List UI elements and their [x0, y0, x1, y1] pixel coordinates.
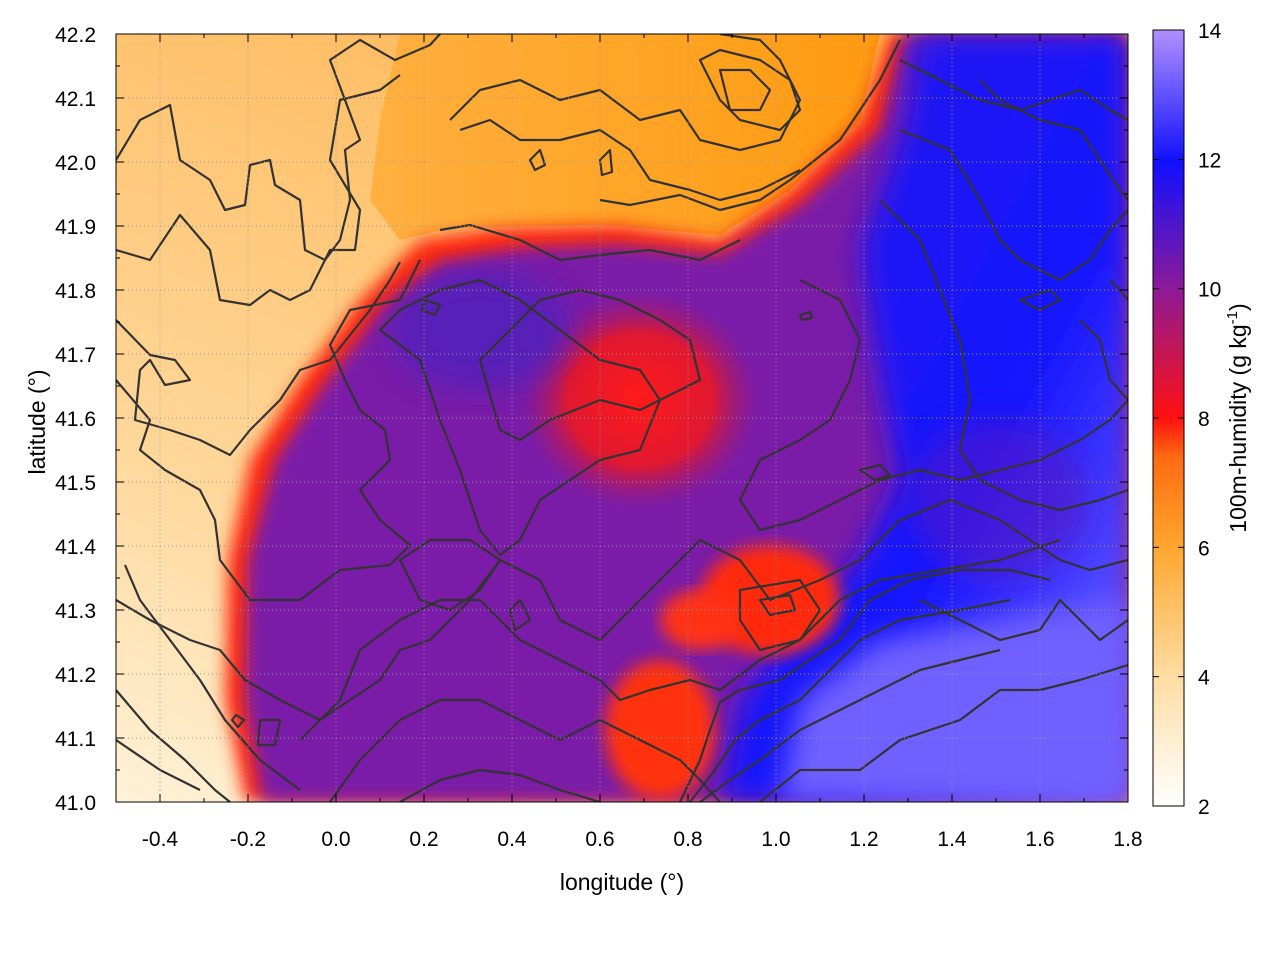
y-tick-label: 41.4 — [55, 536, 96, 559]
x-tick-label: 0.0 — [321, 828, 350, 851]
x-tick-label: -0.4 — [142, 828, 179, 851]
contour-lines — [116, 34, 1128, 802]
x-tick-label: 1.2 — [849, 828, 878, 851]
colorbar-label-base: 100m-humidity (g kg — [1225, 324, 1251, 532]
y-tick-label: 41.0 — [55, 792, 96, 815]
colorbar-tick-label: 10 — [1198, 279, 1221, 302]
y-tick-label: 41.1 — [55, 728, 96, 751]
x-tick-label: 1.4 — [937, 828, 967, 851]
y-tick-label: 41.5 — [55, 472, 96, 495]
colorbar-label-sup: -1 — [1224, 311, 1241, 324]
colorbar-label-close: ) — [1225, 303, 1251, 311]
y-tick-label: 41.6 — [55, 408, 96, 431]
colorbar-ticks: 2 4 6 8 10 12 14 — [1153, 20, 1222, 819]
x-tick-label: 0.6 — [585, 828, 614, 851]
y-tick-label: 41.7 — [55, 344, 96, 367]
colorbar-tick-label: 14 — [1198, 20, 1222, 43]
colorbar: 2 4 6 8 10 12 14 100m-humidity (g kg-1) — [1152, 20, 1251, 819]
y-tick-label: 41.9 — [55, 216, 96, 239]
x-tick-label: -0.2 — [230, 828, 266, 851]
colorbar-tick-label: 12 — [1198, 149, 1221, 172]
x-tick-label: 1.0 — [761, 828, 790, 851]
x-tick-label: 0.2 — [409, 828, 438, 851]
colorbar-tick-label: 2 — [1198, 796, 1210, 819]
y-tick-label: 42.0 — [55, 152, 96, 175]
colorbar-tick-label: 8 — [1198, 408, 1210, 431]
x-tick-label: 1.8 — [1113, 828, 1142, 851]
colorbar-label: 100m-humidity (g kg-1) — [1224, 303, 1251, 532]
x-tick-label: 0.8 — [673, 828, 702, 851]
y-axis-label: latitude (°) — [24, 369, 50, 474]
x-tick-label: 0.4 — [497, 828, 527, 851]
y-tick-label: 42.2 — [55, 24, 96, 47]
y-tick-label: 42.1 — [55, 88, 96, 111]
y-tick-label: 41.3 — [55, 600, 96, 623]
grid-lines — [116, 34, 1128, 802]
x-axis-label: longitude (°) — [560, 869, 684, 895]
y-tick-label: 41.8 — [55, 280, 96, 303]
x-axis-ticks: -0.4 -0.2 0.0 0.2 0.4 0.6 0.8 1.0 1.2 1.4 1.6 1.8 — [115, 34, 1143, 851]
y-tick-label: 41.2 — [55, 664, 96, 687]
colorbar-tick-label: 6 — [1198, 537, 1210, 560]
y-axis-ticks: 41.0 41.1 41.2 41.3 41.4 41.5 41.6 41.7 41.8 41.9… — [55, 24, 1128, 815]
x-tick-label: 1.6 — [1025, 828, 1054, 851]
colorbar-tick-label: 4 — [1198, 667, 1210, 690]
